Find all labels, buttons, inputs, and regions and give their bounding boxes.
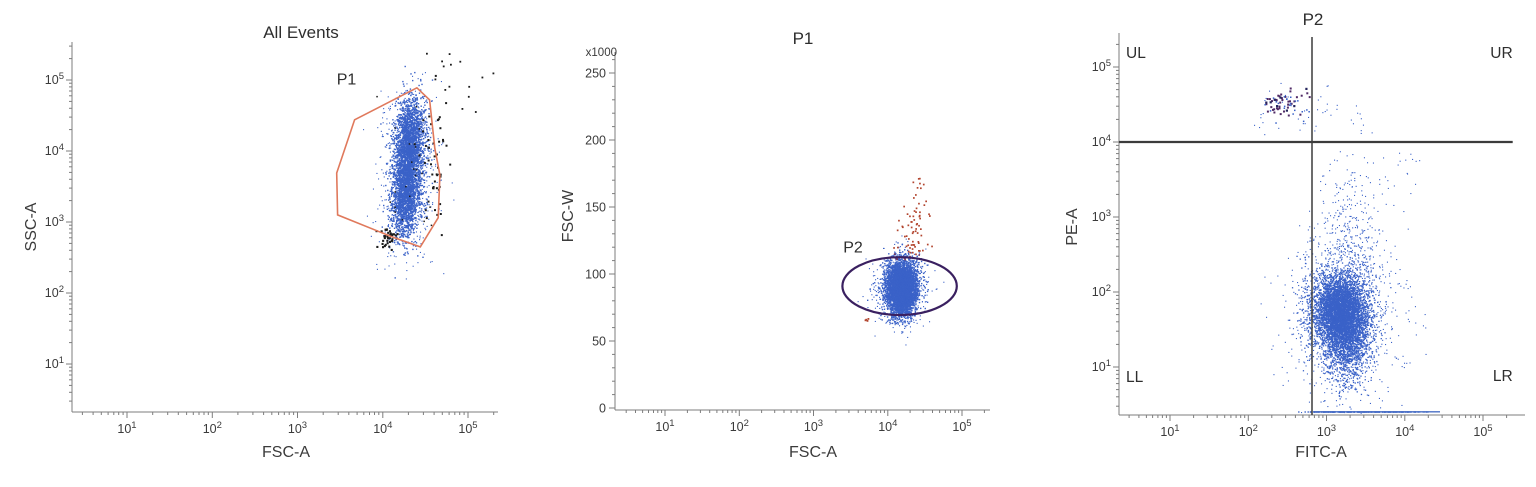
y-tick-label: 101: [45, 355, 64, 371]
gate-P2[interactable]: [841, 256, 958, 317]
x-tick-label: 101: [1160, 423, 1179, 439]
x-axis-label: FITC-A: [1295, 444, 1347, 461]
cluster-mid-right-sparse: [1320, 151, 1421, 195]
x-tick-label: 102: [1239, 423, 1258, 439]
cluster-singlets-halo: [857, 235, 945, 346]
cluster-right-sparse: [1346, 228, 1427, 406]
y-tick-label: 105: [1092, 58, 1111, 74]
cluster-p1-population-core: [380, 65, 434, 279]
gate-label-P2: P2: [843, 240, 863, 257]
x-tick-label: 103: [1317, 423, 1336, 439]
y-tick-label: 104: [45, 142, 64, 158]
cluster-debris-fringe: [376, 95, 440, 227]
y-tick-label: 104: [1092, 133, 1111, 149]
y-axis-label: SSC-A: [23, 202, 40, 251]
x-tick-label: 103: [804, 418, 823, 434]
plot-title: P2: [1303, 10, 1324, 29]
y-tick-label: 103: [45, 213, 64, 229]
y-tick-label: 102: [1092, 283, 1111, 299]
x-tick-label: 104: [878, 418, 897, 434]
cluster-fitc-halo: [1260, 172, 1427, 414]
plot-p2: 101 102 103 104 105 101 102 103 104 105 P2 FITC-A PE…: [1064, 10, 1525, 461]
y-tick-label: 100: [585, 268, 606, 282]
cluster-p1-population-halo: [363, 72, 455, 280]
x-tick-label: 105: [952, 418, 971, 434]
axes: [66, 42, 498, 418]
cluster-ul-population-dark: [1265, 87, 1308, 112]
gate-label-P1: P1: [337, 71, 357, 88]
cluster-stray-streak: [864, 318, 870, 322]
y-axis-label: FSC-W: [560, 189, 577, 242]
x-tick-label: 102: [730, 418, 749, 434]
quadrant-label-lr: LR: [1493, 368, 1513, 385]
x-tick-label: 105: [458, 420, 477, 436]
y-tick-label: 150: [585, 201, 606, 215]
plot-all-events: 101 102 103 104 105 101 102 103 104 105 All Events…: [23, 23, 498, 461]
x-tick-label: 101: [655, 418, 674, 434]
x-tick-label: 104: [373, 420, 392, 436]
y-tick-label: 0: [599, 402, 606, 416]
cluster-ur-sparse: [1317, 99, 1373, 134]
cluster-doublet-tail: [893, 202, 933, 256]
x-axis-label: FSC-A: [789, 444, 837, 461]
cluster-ul-population-blue: [1264, 96, 1310, 124]
plot-p1: 101 102 103 104 105 0 50 100 150 200 250 x1000 P1 FSC…: [560, 29, 990, 461]
quadrant-label-ll: LL: [1126, 369, 1144, 386]
y-tick-label: 105: [45, 71, 64, 87]
y-axis-label: PE-A: [1064, 208, 1081, 246]
cluster-ul-sparse: [1254, 82, 1329, 136]
cluster-doublet-tail-top: [912, 177, 927, 225]
y-tick-label: 250: [585, 67, 606, 81]
y-tick-label: 102: [45, 284, 64, 300]
cluster-debris-bottom: [375, 228, 399, 251]
x-tick-label: 104: [1395, 423, 1414, 439]
x-axis-label: FSC-A: [262, 444, 310, 461]
cluster-fitc-lower-lobe: [1313, 276, 1398, 408]
plot-title: All Events: [263, 23, 339, 42]
quadrant-label-ul: UL: [1126, 45, 1146, 62]
x-tick-label: 101: [117, 420, 136, 436]
tick-labels: 101 102 103 104 105 0 50 100 150 200 250 x1000: [585, 47, 971, 434]
cluster-pe-comet-tail: [1309, 163, 1405, 316]
axes: [1113, 33, 1525, 421]
x-tick-label: 105: [1473, 423, 1492, 439]
y-tick-label: 103: [1092, 208, 1111, 224]
gate-P1[interactable]: [335, 86, 441, 248]
y-tick-label: 50: [592, 335, 606, 349]
y-tick-label: 101: [1092, 358, 1111, 374]
cluster-ul-population-purple: [1265, 87, 1311, 117]
y-tick-label: 200: [585, 134, 606, 148]
quadrant-label-ur: UR: [1490, 45, 1512, 62]
tick-labels: 101 102 103 104 105 101 102 103 104 105: [1092, 58, 1493, 439]
y-axis-multiplier: x1000: [586, 47, 617, 59]
x-tick-label: 103: [288, 420, 307, 436]
axes: [609, 52, 990, 416]
cluster-debris-top-right: [426, 52, 495, 113]
plot-title: P1: [793, 29, 814, 48]
x-tick-label: 102: [203, 420, 222, 436]
